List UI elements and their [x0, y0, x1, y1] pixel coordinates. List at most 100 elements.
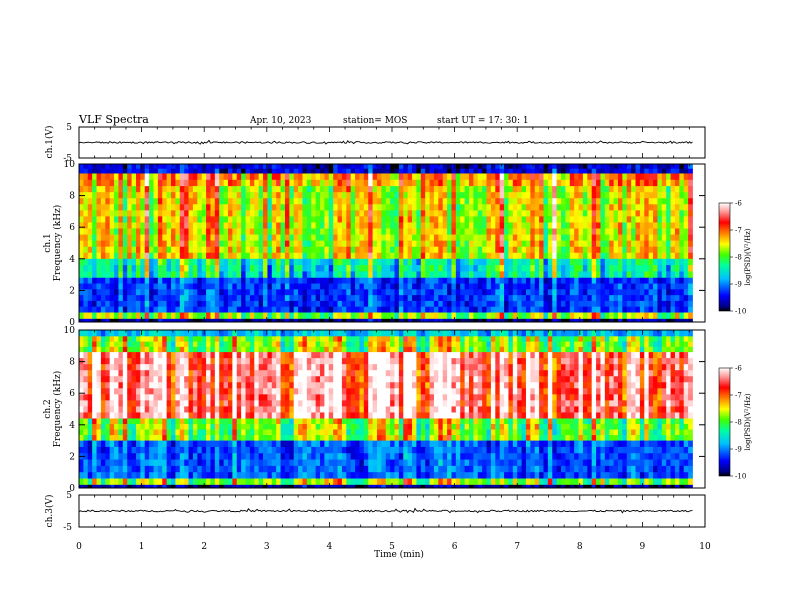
spectrogram-cell: [140, 330, 146, 337]
spectrogram-cell: [337, 341, 343, 348]
spectrogram-cell: [311, 277, 317, 284]
spectrogram-cell: [96, 164, 102, 170]
spectrogram-cell: [249, 246, 255, 254]
spectrogram-cell: [433, 300, 439, 308]
spectrogram-cell: [433, 252, 439, 260]
spectrogram-cell: [157, 258, 163, 266]
spectrogram-cell: [192, 370, 198, 377]
spectrogram-cell: [403, 173, 409, 181]
spectrogram-cell: [674, 186, 680, 193]
spectrogram-cell: [175, 168, 181, 174]
spectrogram-cell: [87, 318, 93, 323]
spectrogram-cell: [324, 336, 330, 342]
spectrogram-cell: [464, 346, 470, 353]
spectrogram-cell: [442, 222, 448, 229]
spectrogram-cell: [114, 192, 119, 199]
spectrogram-cell: [227, 192, 233, 199]
spectrogram-cell: [574, 318, 579, 323]
spectrogram-cell: [688, 168, 693, 174]
spectrogram-cell: [271, 330, 277, 337]
spectrogram-cell: [131, 306, 137, 313]
spectrogram-cell: [249, 318, 255, 323]
spectrogram-cell: [333, 346, 338, 353]
spectrogram-cell: [420, 164, 426, 170]
spectrogram-cell: [92, 352, 97, 359]
spectrogram-cell: [350, 295, 356, 302]
spectrogram-cell: [574, 300, 579, 308]
spectrogram-cell: [657, 234, 663, 242]
spectrogram-cell: [473, 179, 479, 187]
spectrogram-cell: [639, 168, 645, 174]
spectrogram-cell: [429, 234, 435, 242]
spectrogram-cell: [109, 358, 115, 365]
spectrogram-cell: [600, 168, 606, 174]
spectrogram-cell: [153, 346, 159, 353]
spectrogram-cell: [512, 358, 518, 365]
spectrogram-cell: [350, 289, 356, 296]
spectrogram-cell: [293, 300, 299, 308]
spectrogram-cell: [451, 204, 457, 211]
spectrogram-cell: [442, 168, 448, 174]
spectrogram-cell: [92, 312, 97, 320]
spectrogram-cell: [92, 283, 97, 290]
spectrogram-cell: [635, 277, 641, 284]
spectrogram-cell: [267, 240, 273, 248]
spectrogram-cell: [552, 204, 558, 211]
spectrogram-cell: [433, 173, 439, 181]
spectrogram-cell: [284, 173, 290, 181]
spectrogram-cell: [666, 358, 671, 365]
spectrogram-cell: [87, 283, 93, 290]
spectrogram-cell: [311, 271, 317, 279]
spectrogram-cell: [429, 330, 435, 337]
spectrogram-cell: [416, 246, 422, 254]
spectrogram-cell: [390, 210, 395, 217]
spectrogram-cell: [258, 210, 264, 217]
spectrogram-cell: [337, 222, 343, 229]
spectrogram-cell: [460, 228, 466, 235]
spectrogram-cell: [140, 234, 146, 242]
spectrogram-cell: [390, 283, 395, 290]
spectrogram-cell: [315, 289, 321, 296]
spectrogram-cell: [153, 295, 159, 302]
spectrogram-cell: [236, 318, 242, 323]
spectrogram-cell: [688, 216, 693, 223]
spectrogram-cell: [469, 186, 474, 193]
spectrogram-cell: [328, 252, 334, 260]
spectrogram-cell: [613, 164, 619, 170]
spectrogram-cell: [582, 246, 588, 254]
spectrogram-cell: [118, 306, 124, 313]
spectrogram-cell: [451, 283, 457, 290]
spectrogram-cell: [604, 265, 610, 272]
spectrogram-cell: [376, 164, 382, 170]
spectrogram-cell: [188, 271, 194, 279]
spectrogram-cell: [561, 283, 566, 290]
spectrogram-cell: [688, 330, 693, 337]
spectrogram-cell: [565, 300, 571, 308]
spectrogram-cell: [403, 246, 409, 254]
spectrogram-cell: [372, 252, 378, 260]
spectrogram-cell: [298, 258, 303, 266]
spectrogram-cell: [298, 186, 303, 193]
spectrogram-cell: [469, 352, 474, 359]
spectrogram-cell: [127, 216, 132, 223]
spectrogram-cell: [346, 312, 352, 320]
spectrogram-cell: [574, 198, 579, 205]
spectrogram-cell: [653, 306, 658, 313]
spectrogram-cell: [241, 346, 246, 353]
spectrogram-cell: [87, 240, 93, 248]
spectrogram-cell: [311, 300, 317, 308]
spectrogram-cell: [192, 216, 198, 223]
spectrogram-cell: [188, 168, 194, 174]
spectrogram-cell: [223, 228, 229, 235]
spectrogram-cell: [175, 289, 181, 296]
spectrogram-cell: [263, 341, 268, 348]
spectrogram-cell: [539, 277, 544, 284]
spectrogram-cell: [670, 277, 676, 284]
spectrogram-cell: [517, 283, 522, 290]
spectrogram-cell: [644, 346, 650, 353]
spectrogram-cell: [144, 186, 150, 193]
spectrogram-cell: [442, 179, 448, 187]
spectrogram-cell: [591, 216, 597, 223]
spectrogram-cell: [420, 204, 426, 211]
spectrogram-cell: [447, 277, 452, 284]
